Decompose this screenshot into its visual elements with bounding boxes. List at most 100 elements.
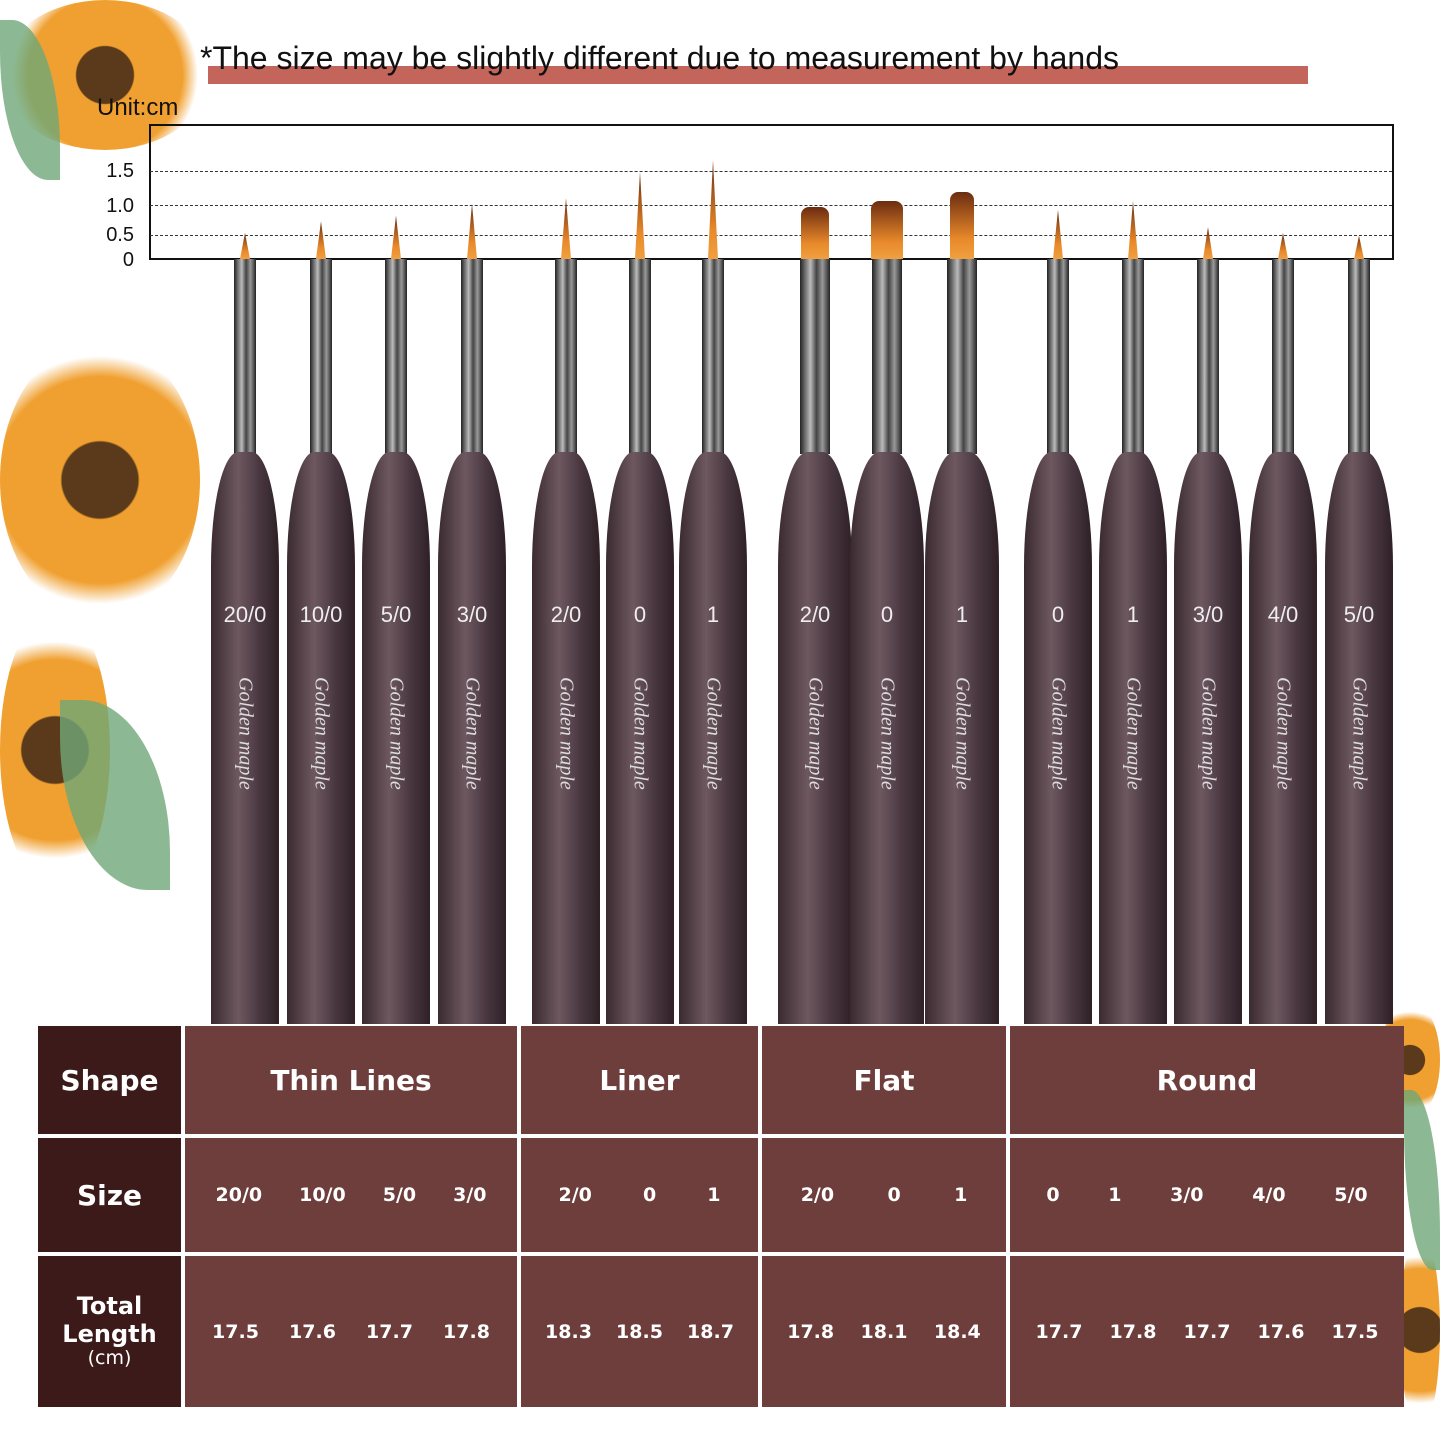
length-unit: (cm) (87, 1347, 132, 1370)
lengths: 18.3 18.5 18.7 (521, 1321, 758, 1343)
bristle-tip (708, 160, 718, 259)
handle-size-label: 3/0 (1192, 602, 1224, 627)
brand-logo: Golden maple (310, 677, 333, 790)
handle-size-label: 0 (633, 602, 647, 627)
handle: 0 Golden maple (606, 452, 674, 1024)
handle: 1 Golden maple (679, 452, 747, 1024)
tick-label: 1.0 (106, 195, 134, 217)
bristle-tip (1053, 209, 1063, 259)
tick-label: 0 (122, 249, 134, 271)
length-value: 18.1 (860, 1320, 908, 1343)
handle: 4/0 Golden maple (1249, 452, 1317, 1024)
size-value: 1 (954, 1184, 968, 1206)
brand-logo: Golden maple (629, 677, 652, 790)
handle: 20/0 Golden maple (211, 452, 279, 1024)
length-value: 17.5 (1331, 1320, 1379, 1343)
sunflower-decoration (0, 340, 200, 620)
ferrule (461, 259, 483, 454)
handle: 5/0 Golden maple (362, 452, 430, 1024)
ferrule (1122, 259, 1144, 454)
ferrule (629, 259, 651, 454)
ferrule (1047, 259, 1069, 454)
bristle-tip (801, 206, 829, 259)
size-value: 1 (707, 1184, 721, 1206)
brand-logo: Golden maple (1197, 677, 1220, 790)
brand-logo: Golden maple (876, 677, 899, 790)
bristle-tip (240, 232, 250, 259)
length-value: 17.8 (1109, 1320, 1157, 1343)
row-label-size: Size (38, 1138, 181, 1252)
length-value: 17.7 (1035, 1320, 1083, 1343)
length-value: 18.3 (545, 1320, 592, 1343)
gridline-0.5 (150, 235, 1392, 236)
handle-size-label: 2/0 (799, 602, 831, 627)
size-value: 10/0 (299, 1184, 346, 1206)
bristle-tip (871, 201, 903, 259)
handle-size-label: 10/0 (299, 602, 343, 627)
bristle-tip (635, 172, 645, 259)
brand-logo: Golden maple (1122, 677, 1145, 790)
brand-logo: Golden maple (804, 677, 827, 790)
brand-logo: Golden maple (555, 677, 578, 790)
brand-logo: Golden maple (1348, 677, 1371, 790)
size-value: 1 (1108, 1184, 1122, 1206)
brand-logo: Golden maple (234, 677, 257, 790)
title-highlight (208, 66, 1308, 84)
sizes: 2/0 0 1 (521, 1184, 758, 1206)
sizes: 20/0 10/0 5/0 3/0 (185, 1184, 517, 1206)
sizes: 2/0 0 1 (762, 1184, 1006, 1206)
ferrule (702, 259, 724, 454)
size-value: 20/0 (215, 1184, 263, 1206)
gridline-1.0 (150, 205, 1392, 206)
brand-logo: Golden maple (461, 677, 484, 790)
ferrule (234, 259, 256, 454)
ferrule (800, 259, 830, 454)
size-value: 0 (1046, 1184, 1060, 1206)
length-label: Total Length (62, 1291, 157, 1348)
ferrule (947, 259, 977, 454)
ferrule (1197, 259, 1219, 454)
length-value: 18.7 (687, 1320, 734, 1343)
measurement-scale-box (149, 124, 1394, 260)
shape-liner: Liner (521, 1026, 758, 1134)
gridline-1.5 (150, 171, 1392, 172)
handle-size-label: 0 (880, 602, 894, 627)
shape-round: Round (1010, 1026, 1404, 1134)
handle-size-label: 3/0 (456, 602, 488, 627)
handle: 0 Golden maple (1024, 452, 1092, 1024)
brand-logo: Golden maple (951, 677, 974, 790)
bristle-tip (316, 221, 326, 259)
size-value: 3/0 (1170, 1184, 1204, 1206)
handle-size-label: 1 (955, 602, 969, 627)
handle: 3/0 Golden maple (1174, 452, 1242, 1024)
length-value: 18.5 (616, 1320, 663, 1343)
size-value: 5/0 (1334, 1184, 1368, 1206)
handle-size-label: 5/0 (1343, 602, 1375, 627)
bristle-tip (1203, 227, 1213, 259)
handle: 1 Golden maple (925, 452, 999, 1024)
lengths: 17.8 18.1 18.4 (762, 1321, 1006, 1343)
bristle-tip (1354, 235, 1364, 259)
row-label-shape: Shape (38, 1026, 181, 1134)
size-value: 0 (642, 1184, 657, 1206)
lengths: 17.5 17.6 17.7 17.8 (185, 1321, 517, 1343)
length-value: 17.8 (443, 1320, 490, 1343)
ferrule (1272, 259, 1294, 454)
length-value: 17.6 (1257, 1320, 1305, 1343)
ferrule (310, 259, 332, 454)
length-value: 18.4 (933, 1320, 981, 1343)
ferrule (385, 259, 407, 454)
bristle-tip (1278, 232, 1288, 259)
sizes: 0 1 3/0 4/0 5/0 (1010, 1184, 1404, 1206)
shape-thin-lines: Thin Lines (185, 1026, 517, 1134)
page-title: *The size may be slightly different due … (200, 40, 1120, 76)
tick-label: 1.5 (106, 160, 134, 182)
ferrule (872, 259, 902, 454)
unit-label: Unit:cm (97, 94, 179, 121)
bristle-tip (561, 198, 571, 259)
handle: 1 Golden maple (1099, 452, 1167, 1024)
handle: 3/0 Golden maple (438, 452, 506, 1024)
handle-size-label: 4/0 (1267, 602, 1299, 627)
handle-size-label: 5/0 (380, 602, 412, 627)
size-value: 2/0 (800, 1184, 835, 1206)
